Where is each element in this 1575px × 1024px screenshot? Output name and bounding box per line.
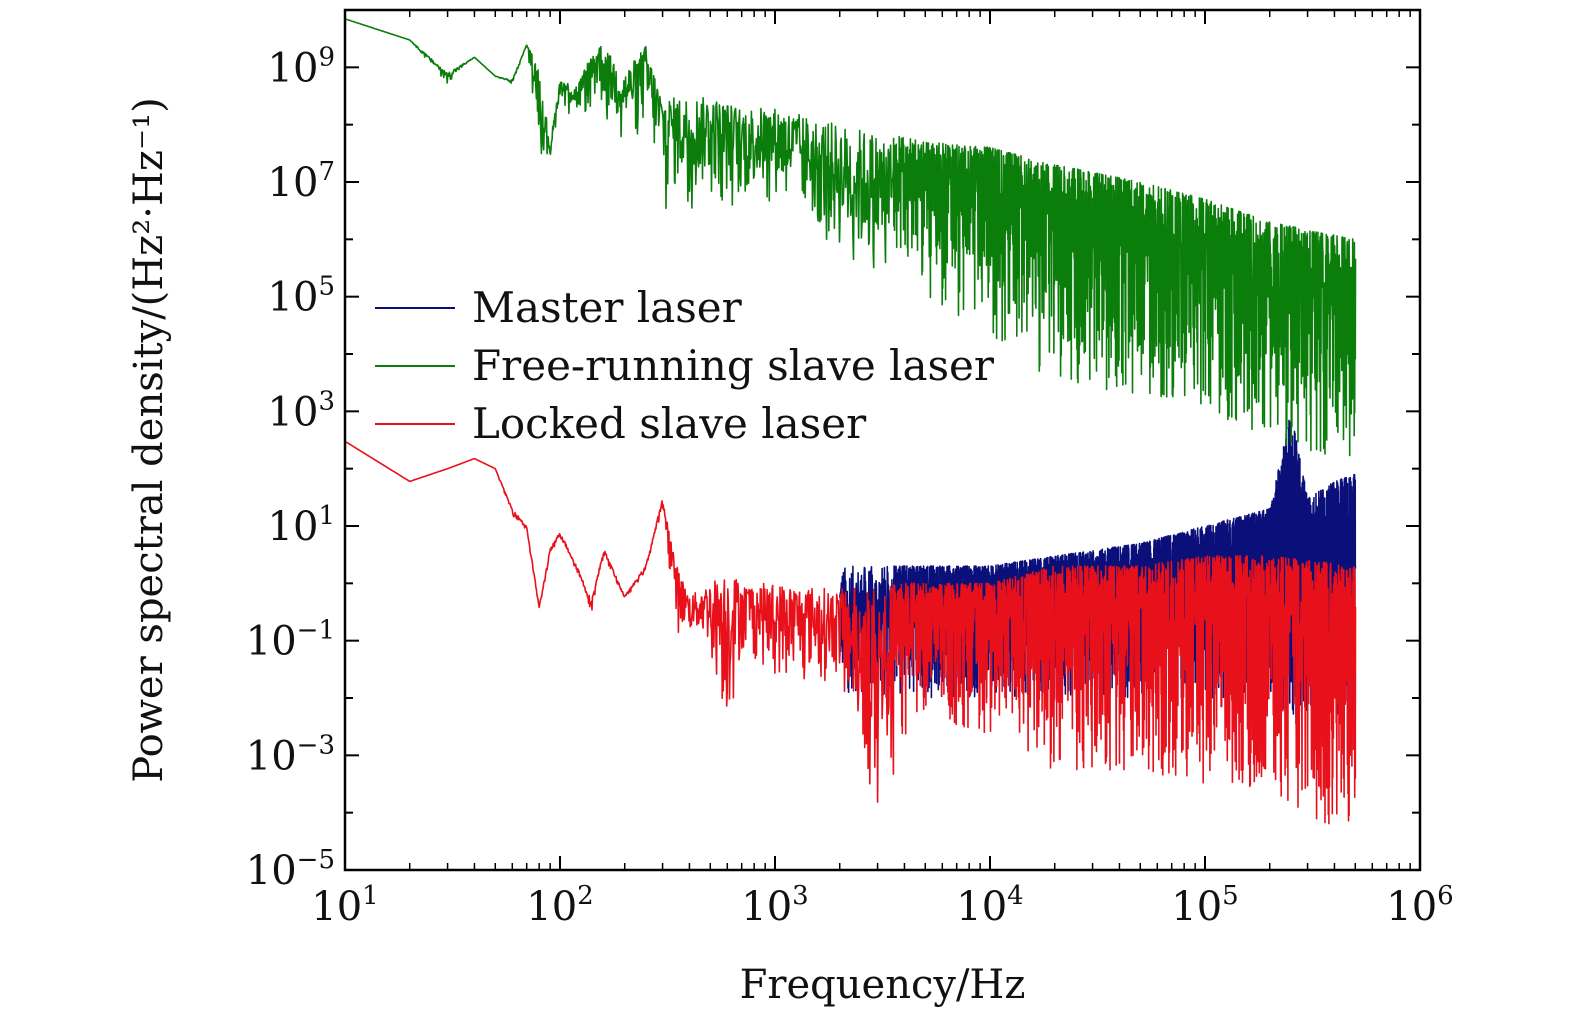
x-tick-label: 104 (956, 881, 1023, 930)
series-line (344, 18, 1357, 457)
x-tick-label: 103 (741, 881, 808, 930)
x-tick-label: 105 (1171, 881, 1238, 930)
tick-labels: 101 102 103 104 105 106 10−5 10−3 10−1 101 103 105 1… (246, 42, 1454, 930)
series-line (344, 440, 1357, 825)
y-tick-label: 10−5 (246, 845, 335, 894)
series-free-running-slave-laser (344, 18, 1357, 457)
y-tick-label: 103 (268, 386, 335, 435)
series-locked-slave-laser (344, 440, 1357, 825)
x-tick-label: 102 (526, 881, 593, 930)
y-tick-label: 101 (268, 501, 335, 550)
y-tick-label: 109 (268, 42, 335, 91)
x-tick-label: 101 (311, 881, 378, 930)
y-tick-label: 105 (268, 272, 335, 321)
legend-label: Master laser (472, 283, 743, 332)
x-axis-label: Frequency/Hz (740, 962, 1026, 1008)
legend: Master laser Free-running slave laser Lock… (375, 283, 995, 448)
legend-label: Free-running slave laser (472, 341, 995, 390)
legend-item: Locked slave laser (375, 399, 867, 448)
y-axis-label: Power spectral density/(Hz²·Hz⁻¹) (126, 97, 172, 782)
axis-ticks (344, 9, 1421, 871)
y-tick-label: 10−3 (246, 730, 335, 779)
legend-item: Free-running slave laser (375, 341, 995, 390)
x-tick-label: 106 (1386, 881, 1453, 930)
y-tick-label: 10−1 (246, 616, 335, 665)
legend-label: Locked slave laser (472, 399, 867, 448)
legend-item: Master laser (375, 283, 743, 332)
y-tick-label: 107 (268, 157, 335, 206)
series-layer (344, 18, 1357, 825)
plot-area-frame (343, 8, 1422, 872)
